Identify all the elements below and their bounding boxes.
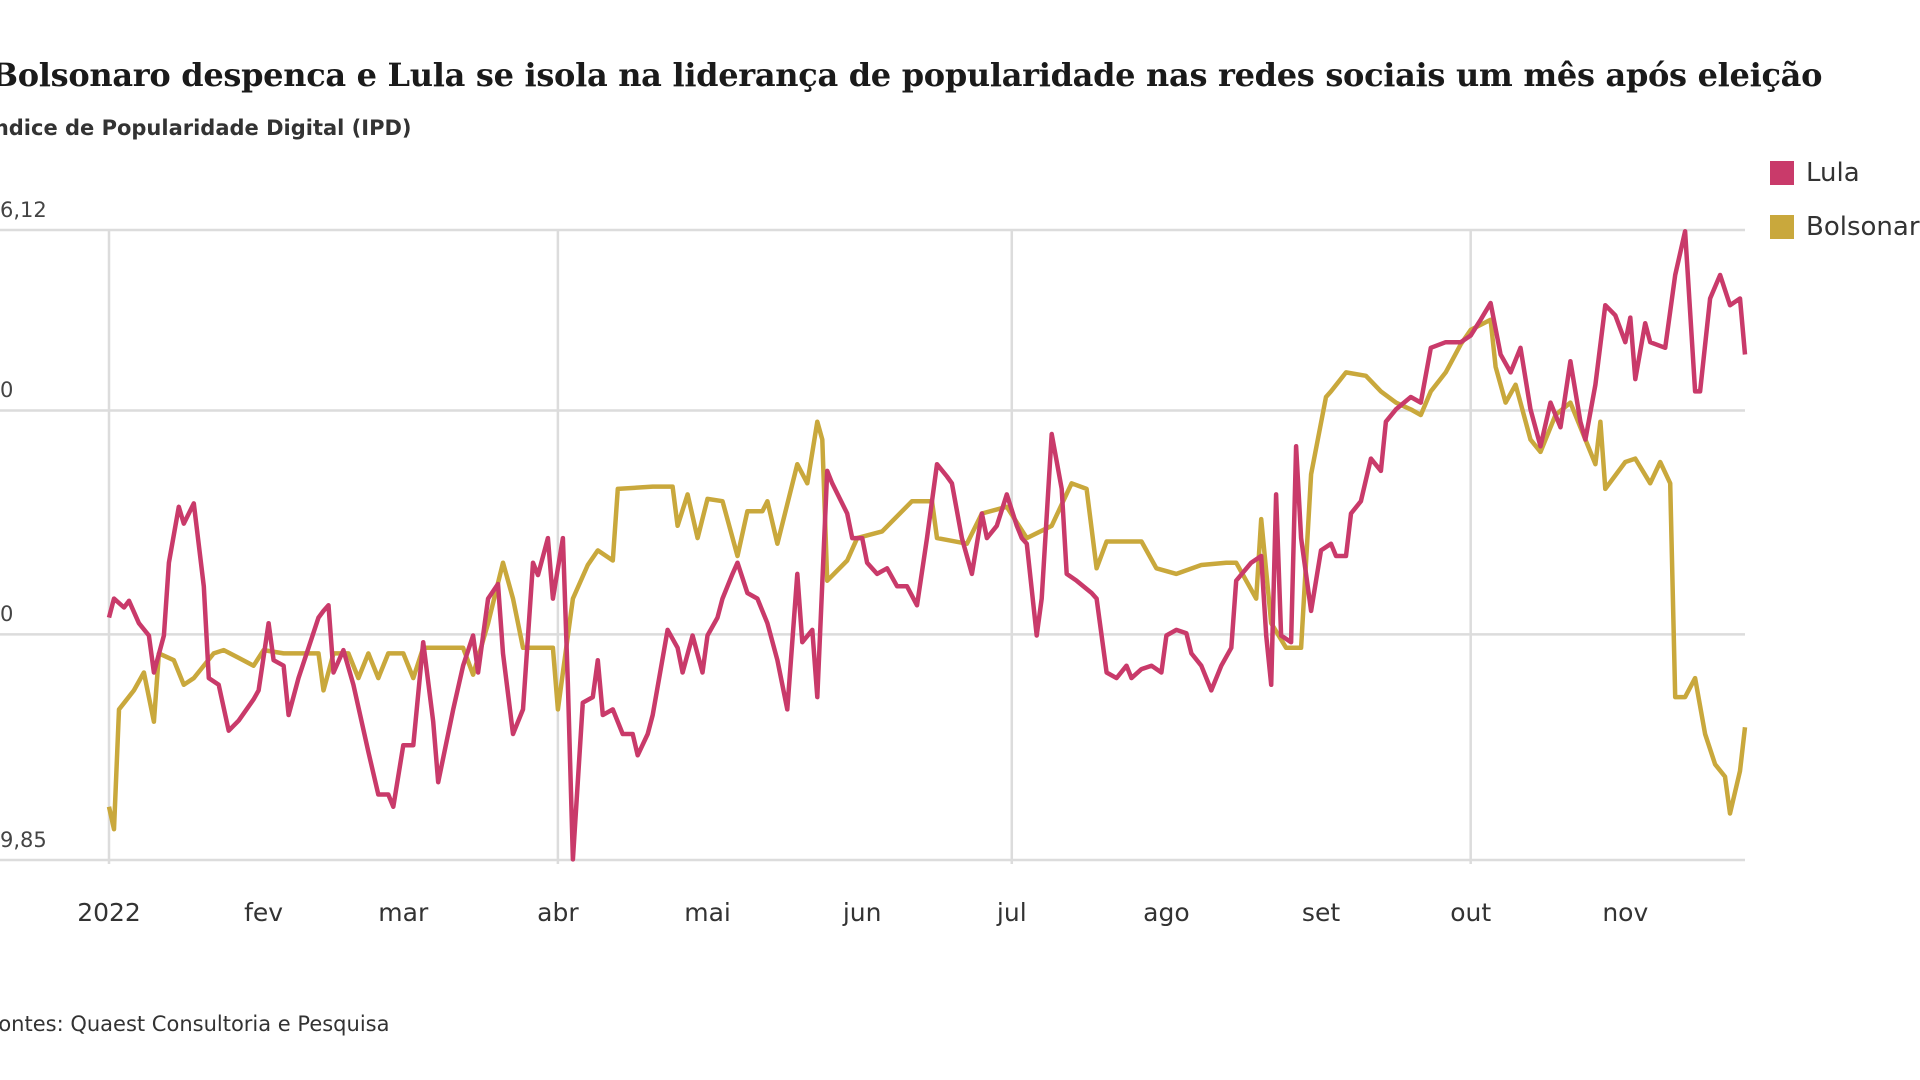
x-tick-label: mai bbox=[684, 898, 731, 927]
x-tick-label: out bbox=[1450, 898, 1491, 927]
chart-subtitle: Índice de Popularidade Digital (IPD) bbox=[0, 116, 412, 140]
y-tick-label: 0 bbox=[0, 602, 14, 627]
x-tick-label: fev bbox=[244, 898, 283, 927]
y-tick-label: 6,12 bbox=[0, 198, 47, 222]
x-tick-label: abr bbox=[537, 898, 579, 927]
chart-title: Bolsonaro despenca e Lula se isola na li… bbox=[0, 56, 1823, 94]
y-tick-label: 0 bbox=[0, 378, 14, 403]
x-tick-label: ago bbox=[1143, 898, 1189, 927]
legend-swatch-bolsonaro bbox=[1770, 215, 1794, 239]
x-tick-label: 2022 bbox=[77, 898, 141, 927]
x-tick-label: jul bbox=[996, 898, 1027, 927]
legend-item-bolsonaro: Bolsonaro bbox=[1770, 212, 1920, 242]
x-tick-label: mar bbox=[378, 898, 429, 927]
series-line-bolsonaro bbox=[106, 317, 1748, 832]
source-note: Fontes: Quaest Consultoria e Pesquisa bbox=[0, 1012, 390, 1036]
legend-label-lula: Lula bbox=[1806, 158, 1860, 188]
x-tick-label: nov bbox=[1602, 898, 1648, 927]
legend-swatch-lula bbox=[1770, 161, 1794, 185]
x-tick-label: set bbox=[1302, 898, 1340, 927]
legend-label-bolsonaro: Bolsonaro bbox=[1806, 212, 1920, 242]
series-line-lula bbox=[106, 229, 1748, 862]
x-tick-label: jun bbox=[842, 898, 882, 927]
legend-item-lula: Lula bbox=[1770, 158, 1860, 188]
y-tick-label: 9,85 bbox=[0, 828, 47, 852]
